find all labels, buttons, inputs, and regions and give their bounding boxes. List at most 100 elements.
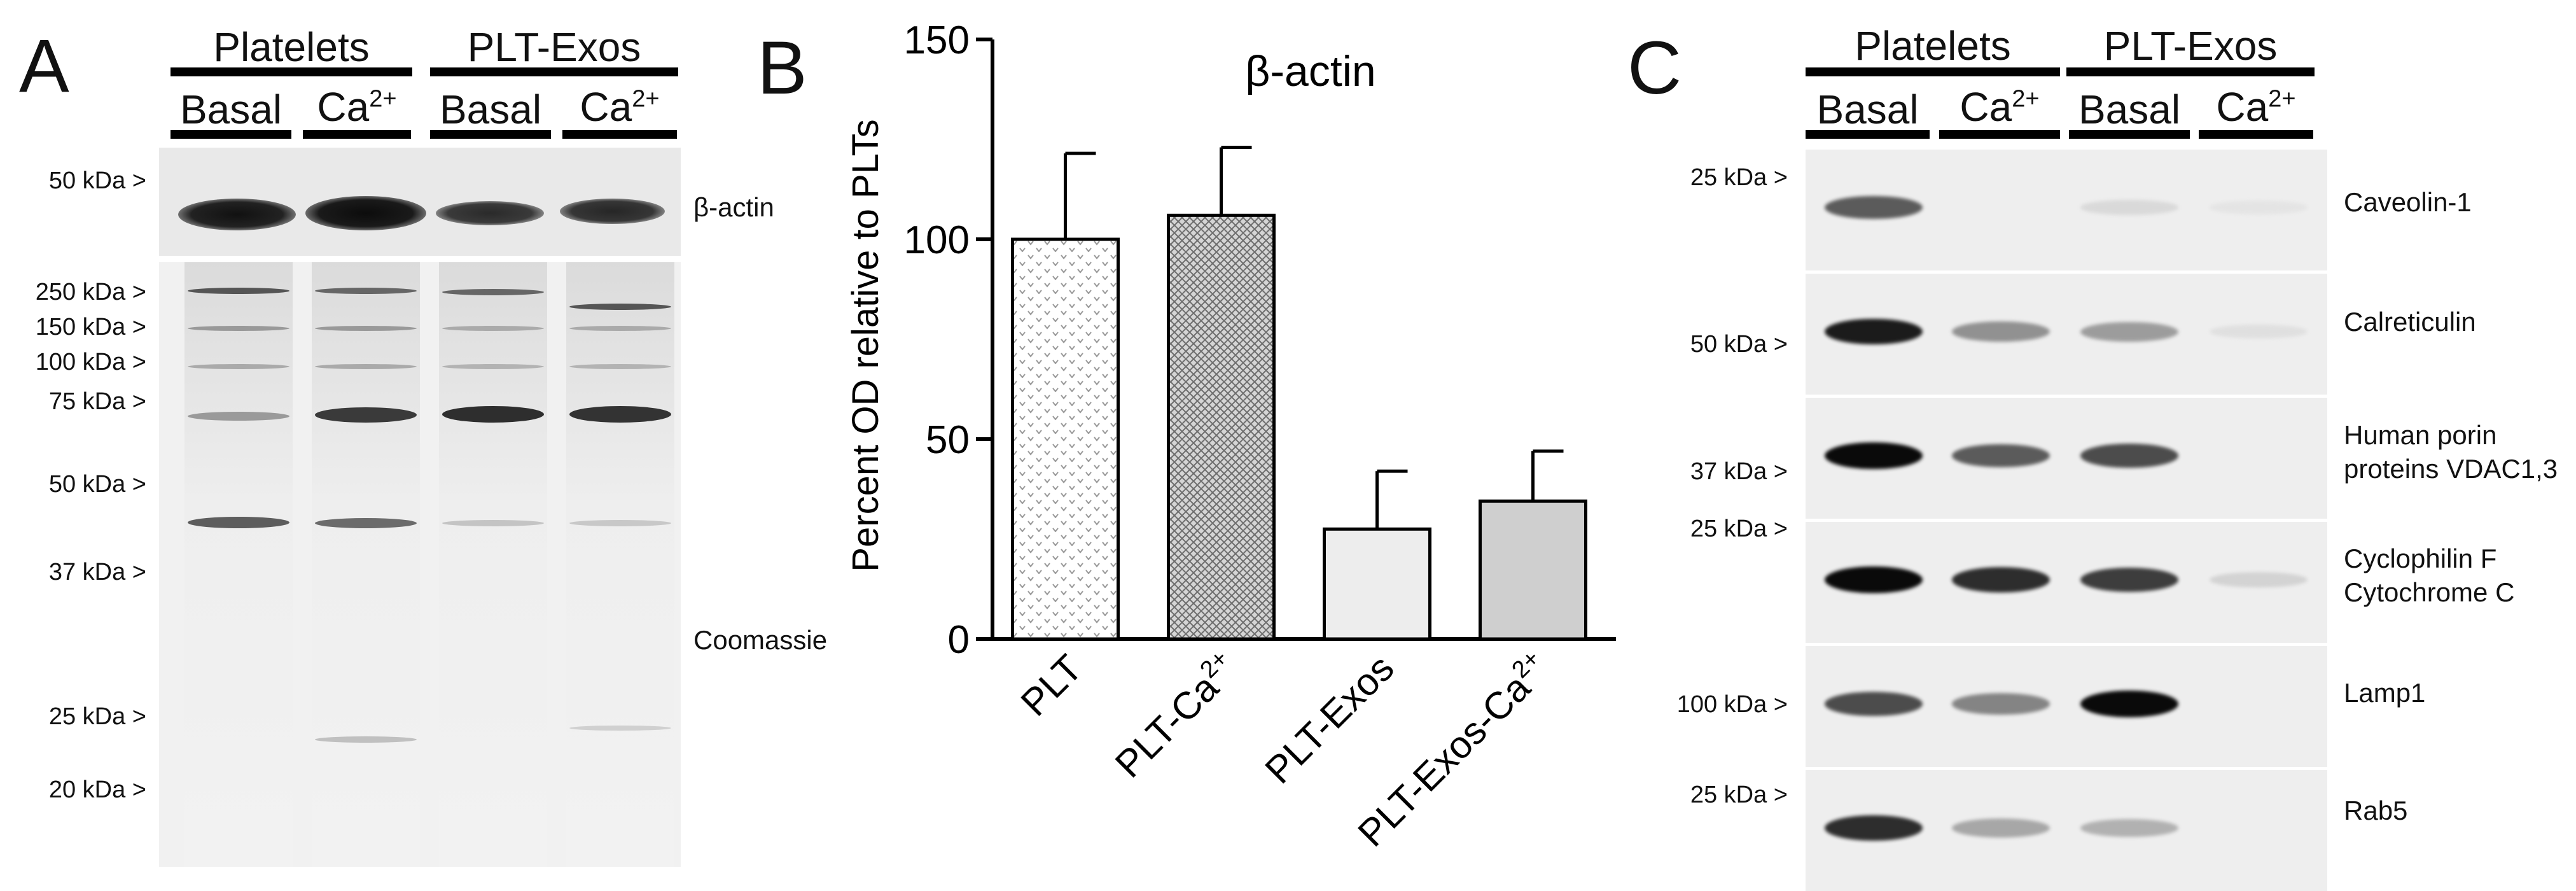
blot-marker: 100 kDa > [1676,691,1788,718]
panel-c-bracket-platelets [1806,67,2060,76]
gel-band [442,326,544,331]
panel-a-coomassie-gel [159,262,681,867]
gel-band [569,726,671,731]
x-tick-label: PLT-Ca2+ [1106,645,1246,786]
panel-a-group-platelets: Platelets [213,24,370,70]
panel-a-lane-4-label: Ca2+ [580,84,660,130]
blot-strip [1806,396,2327,519]
panel-c-group-plt-exos: PLT-Exos [2103,23,2278,69]
gel-lane [312,262,420,867]
panel-a-bracket-plt-exos [430,67,678,76]
panel-a-marker-100: 100 kDa > [35,349,146,375]
gel-band [315,736,417,743]
protein-label: Rab5 [2344,794,2407,828]
bar [1323,527,1431,641]
panel-a-bracket-platelets [171,67,412,76]
blot-marker: 25 kDa > [1690,782,1788,808]
y-tick-label: 0 [948,618,970,662]
blot-band [1825,442,1923,469]
gel-band [442,520,544,526]
y-tick-label: 100 [904,218,970,262]
bar [1479,499,1587,641]
gel-band [442,289,544,295]
protein-label-line: Lamp1 [2344,678,2426,708]
blot-band [2080,691,2178,717]
gel-band [569,304,671,310]
panel-c-lane-4-bracket [2199,130,2313,139]
blot-band [1952,567,2050,593]
panel-c-lane-3-label: Basal [2078,87,2181,132]
panel-a-lane-2-label: Ca2+ [317,84,397,130]
panel-a-letter: A [19,24,69,108]
blot-band [2080,444,2178,468]
blot-band [2210,572,2308,588]
bar [1167,213,1276,641]
blot-band [1952,818,2050,838]
chart-title: β-actin [1245,47,1375,95]
gel-band [569,364,671,369]
panel-c-lane-3-bracket [2069,130,2190,139]
panel-a-marker-37: 37 kDa > [48,559,146,586]
panel-a-actin-marker: 50 kDa > [48,167,146,194]
blot-band [2210,324,2308,339]
panel-a-lane-3-label: Basal [439,87,542,132]
gel-band [442,364,544,369]
gel-band [569,520,671,526]
protein-label: Caveolin-1 [2344,186,2472,220]
actin-band [178,199,296,230]
panel-a-lane-2-bracket [303,130,411,139]
blot-band [1825,566,1923,593]
blot-strip [1806,272,2327,395]
gel-band [442,406,544,423]
y-tick-label: 50 [926,418,970,462]
y-tick-label: 150 [904,18,970,62]
gel-band [569,326,671,331]
panel-a-coomassie-label: Coomassie [693,625,828,655]
panel-a-marker-75: 75 kDa > [48,388,146,415]
y-axis-label: Percent OD relative to PLTs [845,119,886,572]
panel-a-actin-blot [159,148,681,256]
panel-a-lane-1-bracket [171,130,291,139]
actin-band [305,196,426,230]
actin-band [560,199,665,224]
gel-band [315,326,417,331]
gel-band [315,288,417,294]
panel-a-marker-20: 20 kDa > [48,776,146,803]
actin-band [436,201,544,225]
gel-band [315,518,417,528]
panel-a-lane-1-label: Basal [179,87,282,132]
blot-strip [1806,520,2327,643]
protein-label-line: Caveolin-1 [2344,187,2472,217]
gel-band [188,517,289,528]
protein-label-line: Cyclophilin F [2344,544,2497,573]
protein-label: Human porin proteins VDAC1,3 [2344,419,2558,486]
panel-a-group-plt-exos: PLT-Exos [467,24,641,70]
blot-strip [1806,768,2327,891]
gel-band [188,364,289,369]
gel-band [188,326,289,331]
panel-c-lane-2-bracket [1939,130,2060,139]
blot-band [2080,818,2178,838]
panel-c-letter: C [1627,26,1682,110]
beta-actin-bar-chart: 0 50 100 150 Percent OD relative to PLTs β-ac… [845,18,1616,855]
protein-label-line: Rab5 [2344,796,2408,825]
panel-c-group-platelets: Platelets [1855,23,2011,69]
blot-marker: 37 kDa > [1690,458,1788,485]
blot-band [1952,693,2050,715]
x-tick-label: PLT-Exos [1257,647,1402,792]
blot-band [1952,321,2050,342]
blot-band [1825,195,1923,220]
blot-band [2080,321,2178,342]
blot-marker: 25 kDa > [1690,516,1788,542]
gel-lane [184,262,293,867]
bar [1011,237,1120,641]
panel-a-marker-150: 150 kDa > [35,314,146,340]
blot-marker: 25 kDa > [1690,164,1788,191]
panel-c-lane-4-label: Ca2+ [2216,84,2296,130]
blot-band [2080,567,2178,593]
protein-label-line: Calreticulin [2344,307,2476,337]
blot-band [2080,200,2178,215]
panel-b-letter: B [757,26,807,110]
panel-a-lane-4-bracket [562,130,677,139]
